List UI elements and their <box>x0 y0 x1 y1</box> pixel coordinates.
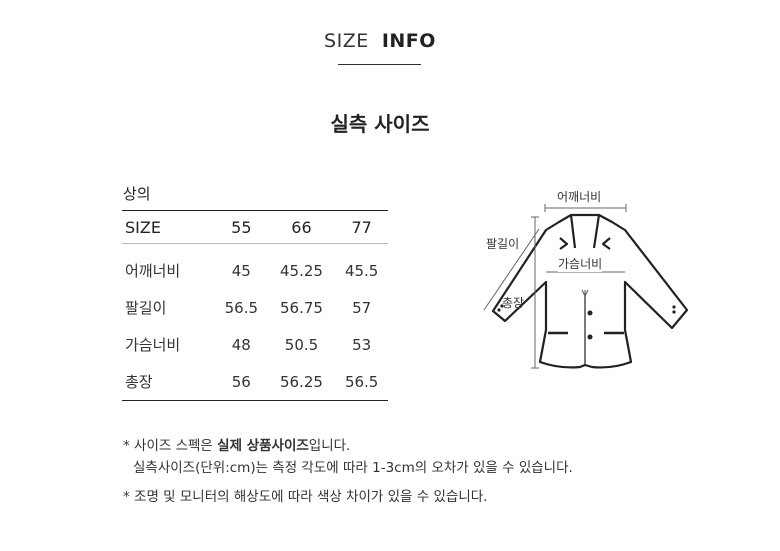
row-label: 총장 <box>125 373 153 391</box>
column-header: SIZE <box>122 210 215 244</box>
table-row: 가슴너비 48 50.5 53 <box>122 326 388 363</box>
size-info-heading: SIZE INFO <box>0 30 760 52</box>
cell: 57 <box>352 298 372 317</box>
column-header: 66 <box>267 210 336 244</box>
heading-bold: INFO <box>381 30 436 52</box>
cell: 56.75 <box>280 298 323 317</box>
category-label: 상의 <box>123 185 151 203</box>
row-label: 어깨너비 <box>125 262 181 280</box>
heading-light: SIZE <box>324 30 369 52</box>
cell: 53 <box>352 335 372 354</box>
note-text: * 사이즈 스펙은 <box>123 438 218 454</box>
cell: 56.5 <box>224 298 259 317</box>
jacket-outline <box>491 213 689 369</box>
note-1: * 사이즈 스펙은 실제 상품사이즈입니다. <box>123 434 350 454</box>
row-label: 가슴너비 <box>125 336 181 354</box>
column-header: 77 <box>335 210 388 244</box>
table-row: 총장 56 56.25 56.5 <box>122 363 388 401</box>
label-length: 총장 <box>502 296 525 310</box>
table-row: 어깨너비 45 45.25 45.5 <box>122 244 388 290</box>
cell: 45.5 <box>344 261 379 280</box>
label-sleeve: 팔길이 <box>486 237 520 251</box>
note-3: * 조명 및 모니터의 해상도에 따라 색상 차이가 있을 수 있습니다. <box>123 489 488 505</box>
measure-lines <box>483 204 627 369</box>
cell: 45 <box>231 261 251 280</box>
table-header-row: SIZE 55 66 77 <box>122 210 388 244</box>
column-header: 55 <box>215 210 268 244</box>
cell: 48 <box>231 335 251 354</box>
note-2: 실측사이즈(단위:cm)는 측정 각도에 따라 1-3cm의 오차가 있을 수 … <box>133 460 573 476</box>
row-label: 팔길이 <box>125 299 167 317</box>
cell: 56.25 <box>280 372 323 391</box>
label-shoulder: 어깨너비 <box>557 190 602 204</box>
pocket-square <box>581 289 589 298</box>
table-row: 팔길이 56.5 56.75 57 <box>122 289 388 326</box>
note-bold: 실제 상품사이즈 <box>217 438 309 454</box>
cell: 45.25 <box>280 261 323 280</box>
buttons <box>497 304 676 340</box>
cell: 56 <box>231 372 251 391</box>
cell: 56.5 <box>344 372 379 391</box>
note-text: 입니다. <box>308 438 351 454</box>
section-title: 실측 사이즈 <box>330 112 430 136</box>
heading-underline <box>338 64 421 65</box>
size-table: SIZE 55 66 77 어깨너비 45 45.25 45.5 팔길이 56.… <box>122 210 388 401</box>
cell: 50.5 <box>284 335 319 354</box>
label-chest: 가슴너비 <box>558 255 603 272</box>
